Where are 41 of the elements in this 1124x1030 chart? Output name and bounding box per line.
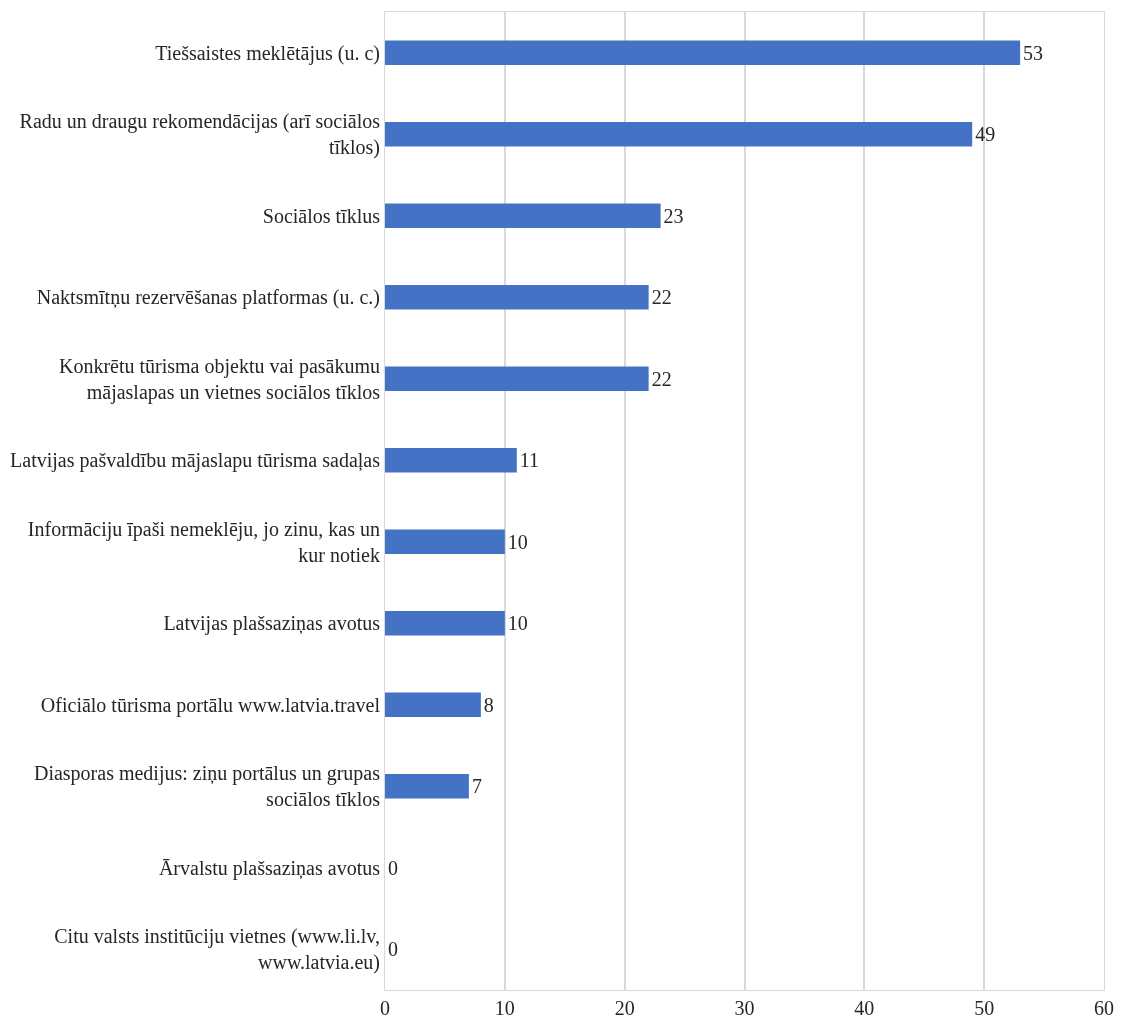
- data-label: 0: [388, 938, 398, 961]
- y-tick-label: Tiešsaistes meklētājus (u. c): [155, 41, 380, 65]
- y-tick-label: Latvijas pašvaldību mājaslapu tūrisma sadaļas: [10, 449, 381, 473]
- data-label: 10: [507, 530, 528, 553]
- y-tick-label: Oficiālo tūrisma portālu www.latvia.travel: [40, 693, 381, 717]
- bar: [385, 40, 1021, 65]
- bar: [385, 529, 505, 554]
- x-tick-label: 60: [1094, 997, 1114, 1019]
- data-label: 22: [651, 286, 672, 309]
- data-label: 23: [663, 204, 684, 227]
- y-tick-label: Sociālos tīklus: [262, 204, 381, 227]
- bar: [385, 611, 505, 636]
- y-tick-label: Informāciju īpaši nemeklēju, jo zinu, kas un kur notiek: [27, 517, 380, 566]
- data-label: 22: [651, 367, 672, 390]
- bar: [385, 774, 469, 799]
- bar: [385, 203, 661, 228]
- y-tick-label: Naktsmītņu rezervēšanas platformas (u. c.): [36, 286, 380, 310]
- bar: [385, 692, 481, 717]
- data-label: 0: [388, 856, 398, 879]
- bar: [385, 448, 517, 473]
- y-tick-label: Latvijas plašsaziņas avotus: [163, 612, 381, 636]
- y-tick-label: Ārvalstu plašsaziņas avotus: [158, 856, 381, 880]
- bar: [385, 285, 649, 310]
- x-tick-label: 40: [854, 997, 875, 1019]
- y-tick-label: Radu un draugu rekomendācijas (arī sociālos tīklos): [19, 110, 381, 160]
- x-tick-label: 50: [974, 997, 995, 1019]
- data-label: 11: [519, 449, 540, 472]
- y-tick-label: Diasporas medijus: ziņu portālus un grupas sociālos tīklos: [33, 762, 381, 811]
- bar: [385, 122, 973, 147]
- data-label: 10: [507, 612, 528, 635]
- y-tick-label: Citu valsts institūciju vietnes (www.li.lv, www.latvia.eu): [54, 925, 380, 975]
- bar: [385, 366, 649, 391]
- y-tick-label: Konkrētu tūrisma objektu vai pasākumu mājaslapas un vietnes sociālos tīklos: [58, 354, 381, 404]
- x-tick-label: 30: [734, 997, 755, 1019]
- data-label: 8: [483, 693, 494, 716]
- x-tick-label: 20: [614, 997, 635, 1019]
- x-tick-label: 0: [380, 997, 390, 1019]
- data-label: 53: [1023, 41, 1044, 64]
- data-label: 49: [975, 123, 996, 146]
- data-label: 7: [471, 775, 482, 798]
- x-tick-label: 10: [494, 997, 515, 1019]
